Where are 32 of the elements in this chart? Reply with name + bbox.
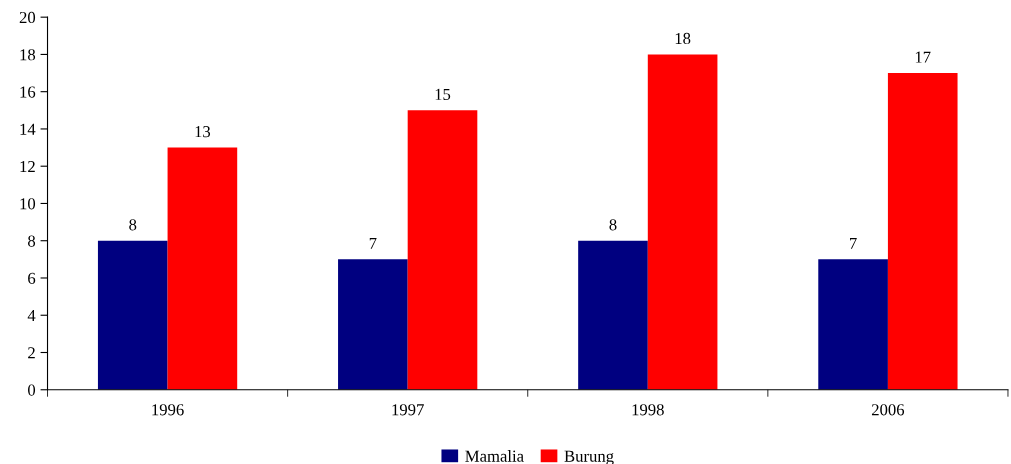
bar: [97, 240, 168, 390]
legend-label: Mamalia: [465, 450, 524, 462]
bar: [338, 259, 408, 390]
data-label: 15: [435, 88, 451, 100]
data-label: 17: [915, 51, 931, 63]
x-tick-label: 1996: [152, 404, 184, 416]
y-tick-label: 0: [28, 384, 36, 396]
bar: [578, 240, 648, 390]
x-tick-label: 1997: [392, 404, 424, 416]
data-label: 8: [609, 219, 617, 231]
y-tick-label: 16: [20, 86, 36, 98]
bar: [887, 73, 958, 390]
x-tick-label: 2006: [871, 404, 905, 416]
data-label: 8: [129, 219, 137, 231]
bar: [407, 110, 478, 390]
data-label: 18: [675, 32, 691, 45]
bar: [167, 147, 238, 390]
bar: [647, 54, 718, 390]
y-tick-label: 18: [20, 49, 36, 61]
y-tick-label: 10: [20, 198, 36, 210]
bar: [818, 259, 888, 390]
y-tick-label: 8: [28, 235, 36, 247]
y-tick-label: 14: [20, 123, 36, 135]
y-tick-label: 2: [28, 347, 35, 359]
y-tick-label: 4: [27, 310, 36, 322]
x-tick-label: 1998: [632, 404, 664, 416]
y-tick-label: 6: [28, 272, 36, 284]
data-label: 7: [850, 237, 857, 249]
y-tick-label: 20: [19, 11, 36, 24]
y-tick-label: 12: [20, 160, 35, 172]
data-label: 7: [369, 237, 377, 249]
data-label: 13: [195, 126, 211, 138]
